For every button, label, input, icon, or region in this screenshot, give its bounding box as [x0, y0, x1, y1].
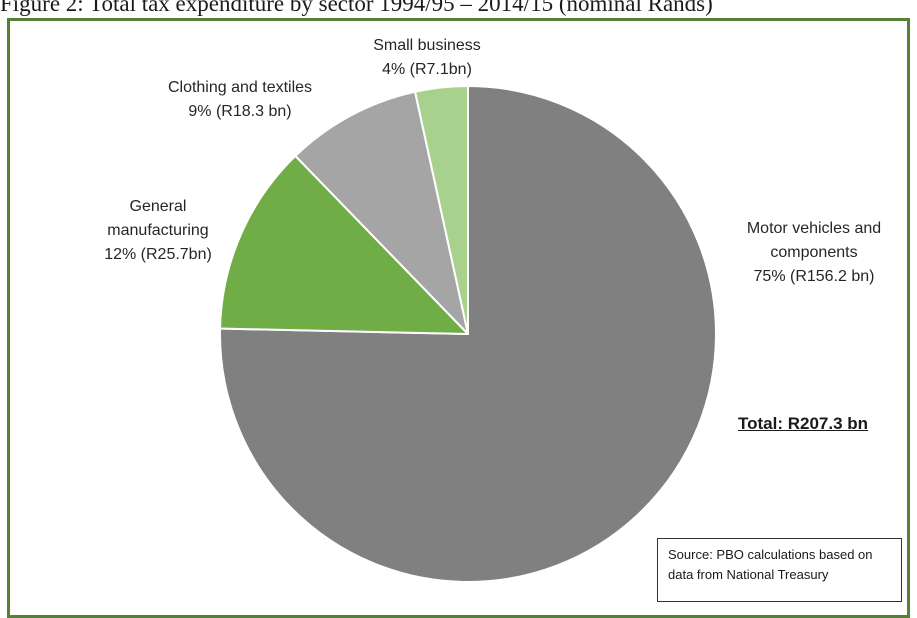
slice-label-motor-vehicles: Motor vehicles and components 75% (R156.…	[738, 217, 890, 289]
chart-title: Figure 2: Total tax expenditure by secto…	[0, 0, 713, 16]
slice-name-line: General	[129, 198, 187, 215]
slice-name-line: Motor vehicles and	[746, 220, 882, 237]
slice-value: 9% (R18.3 bn)	[188, 103, 292, 120]
source-note: Source: PBO calculations based on data f…	[657, 538, 902, 602]
slice-name-line: components	[770, 244, 858, 261]
slice-name-line: manufacturing	[107, 222, 209, 239]
slice-name-line: Small business	[373, 37, 481, 54]
slice-value: 75% (R156.2 bn)	[753, 268, 875, 285]
total-label: Total: R207.3 bn	[738, 414, 869, 433]
slice-value: 12% (R25.7bn)	[104, 246, 212, 263]
pie-slice-general-manufacturing	[219, 154, 469, 335]
pie-chart	[219, 85, 717, 583]
slice-label-general-manufacturing: General manufacturing 12% (R25.7bn)	[88, 195, 228, 267]
slice-value: 4% (R7.1bn)	[382, 61, 472, 78]
slice-label-clothing-textiles: Clothing and textiles 9% (R18.3 bn)	[140, 76, 340, 124]
slice-label-small-business: Small business 4% (R7.1bn)	[347, 34, 507, 82]
slice-name-line: Clothing and textiles	[167, 79, 313, 96]
pie-slice-small-business	[414, 85, 469, 335]
pie-slice-clothing-and-textiles	[294, 90, 469, 335]
